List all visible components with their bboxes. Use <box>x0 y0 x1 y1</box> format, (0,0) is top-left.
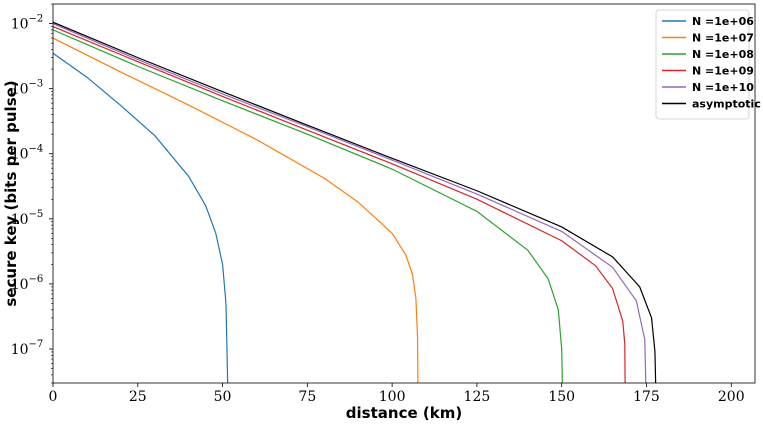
x-axis-label: distance (km) <box>346 404 462 422</box>
legend-entry: N =1e+08 <box>692 48 754 61</box>
x-tick-label: 75 <box>298 389 316 405</box>
legend-entry: N =1e+10 <box>692 81 754 94</box>
y-tick-base: 10 <box>11 277 29 293</box>
y-tick-label: 10−7 <box>11 339 44 358</box>
y-tick-label: 10−5 <box>11 209 44 228</box>
legend-entry: asymptotic <box>692 98 761 111</box>
y-tick-label: 10−6 <box>11 274 44 293</box>
series-line-0 <box>53 52 229 383</box>
y-tick-base: 10 <box>11 147 29 163</box>
series-line-2 <box>53 29 563 383</box>
y-tick-label: 10−4 <box>11 144 44 163</box>
series-line-5 <box>53 21 657 383</box>
x-tick-label: 0 <box>49 389 58 405</box>
y-tick-base: 10 <box>11 212 29 228</box>
series-line-1 <box>53 37 419 383</box>
y-tick-exponent: −2 <box>29 14 44 25</box>
legend: N =1e+06 N =1e+07 N =1e+08 N =1e+09 N =1e+10… <box>655 9 761 120</box>
y-tick-exponent: −4 <box>29 144 44 155</box>
legend-entry: N =1e+07 <box>692 32 754 45</box>
y-tick-exponent: −6 <box>29 274 44 285</box>
y-tick-label: 10−2 <box>11 14 44 33</box>
y-tick-label: 10−3 <box>11 79 44 98</box>
x-tick-label: 150 <box>548 389 575 405</box>
y-axis-label: secure key (bits per pulse) <box>2 80 20 306</box>
x-tick-label: 175 <box>633 389 660 405</box>
y-axis: 10−710−610−510−410−310−2 <box>11 3 53 384</box>
y-tick-base: 10 <box>11 17 29 33</box>
x-tick-label: 125 <box>464 389 491 405</box>
y-tick-exponent: −5 <box>29 209 44 220</box>
series-line-4 <box>53 23 647 383</box>
series-line-3 <box>53 26 626 383</box>
x-tick-label: 200 <box>718 389 745 405</box>
y-tick-base: 10 <box>11 82 29 98</box>
x-tick-label: 100 <box>379 389 406 405</box>
x-tick-label: 25 <box>129 389 147 405</box>
y-tick-exponent: −7 <box>29 339 44 350</box>
plot-frame <box>52 3 756 384</box>
legend-entry: N =1e+09 <box>692 65 754 78</box>
y-tick-exponent: −3 <box>29 79 44 90</box>
x-axis: 0 25 50 75 100 125 150 175 200 <box>49 383 745 405</box>
x-tick-label: 50 <box>214 389 232 405</box>
y-tick-base: 10 <box>11 342 29 358</box>
legend-entry: N =1e+06 <box>692 15 754 28</box>
series-layer <box>53 21 657 383</box>
